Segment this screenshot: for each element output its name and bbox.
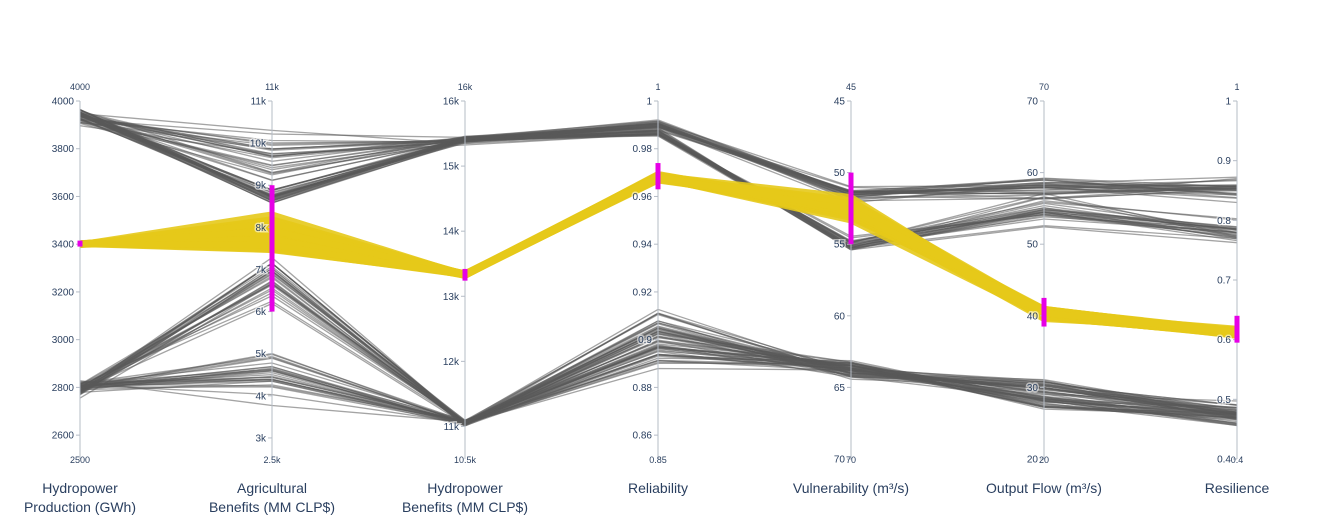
range-min-label: 0.4 [1231,455,1244,465]
axis-label: Benefits (MM CLP$) [402,499,528,515]
axis-label: Resilience [1205,480,1270,496]
range-min-label: 70 [846,455,856,465]
axis-6[interactable]: 0.4 0.5 0.6 0.7 0.8 0.9 11 0.4 Resilience [1205,82,1270,496]
tick-label: 65 [834,383,846,394]
tick-label: 0.88 [633,383,653,394]
tick-label: 0.4 [1217,455,1231,466]
range-min-label: 0.85 [649,455,667,465]
axis-label: Hydropower [427,480,503,496]
tick-label: 60 [834,311,846,322]
axis-label: Production (GWh) [24,499,136,515]
axis-label: Vulnerability (m³/s) [793,480,909,496]
tick-label: 5k [255,349,267,360]
range-max-label: 11k [265,82,279,92]
tick-label: 0.7 [1217,276,1231,287]
range-min-label: 20 [1039,455,1049,465]
tick-label: 2600 [52,431,75,442]
tick-label: 3000 [52,335,75,346]
tick-label: 7k [255,265,267,276]
constraint-range-bar[interactable] [655,163,661,190]
constraint-range-bar[interactable] [462,268,468,281]
tick-label: 3400 [52,240,75,251]
tick-label: 70 [1027,97,1039,108]
range-max-label: 1 [1234,82,1239,92]
range-min-label: 10.5k [454,455,477,465]
tick-label: 0.94 [633,240,653,251]
tick-label: 3600 [52,192,75,203]
range-max-label: 16k [458,82,473,92]
axis-label: Hydropower [42,480,118,496]
tick-label: 0.8 [1217,216,1231,227]
tick-label: 0.96 [633,192,653,203]
tick-label: 1 [1225,97,1231,108]
tick-label: 15k [443,162,460,173]
axis-label: Benefits (MM CLP$) [209,499,335,515]
tick-label: 11k [444,422,460,433]
tick-label: 11k [251,97,267,108]
tick-label: 50 [1027,240,1039,251]
axis-label: Agricultural [237,480,307,496]
axis-1[interactable]: 3k 4k 5k 6k 7k 8k 9k 10k 11k 11k 2.5k Agricultural B… [209,82,335,515]
tick-label: 0.92 [633,287,653,298]
tick-label: 60 [1027,168,1039,179]
constraint-range-bar[interactable] [1041,297,1047,327]
axis-label: Output Flow (m³/s) [986,480,1102,496]
tick-label: 12k [443,357,460,368]
tick-label: 0.5 [1217,395,1231,406]
tick-label: 70 [834,455,846,466]
tick-label: 50 [834,168,846,179]
tick-label: 3800 [52,144,75,155]
axis-2[interactable]: 11k 12k 13k 14k 15k 16k 16k 10.5k Hydropower Bene… [402,82,528,515]
tick-label: 16k [443,97,460,108]
tick-label: 45 [834,97,846,108]
range-max-label: 4000 [70,82,90,92]
tick-label: 0.6 [1217,335,1231,346]
range-min-label: 2.5k [263,455,281,465]
tick-label: 4k [255,391,267,402]
tick-label: 0.86 [633,431,653,442]
tick-label: 1 [646,97,652,108]
tick-label: 3k [255,433,267,444]
range-min-label: 2500 [70,455,90,465]
tick-label: 30 [1027,383,1039,394]
range-max-label: 1 [655,82,660,92]
tick-label: 40 [1027,311,1039,322]
tick-label: 3200 [52,287,75,298]
tick-label: 14k [443,227,460,238]
tick-label: 20 [1027,455,1039,466]
tick-label: 10k [250,139,267,150]
tick-label: 2800 [52,383,75,394]
tick-label: 55 [834,240,846,251]
tick-label: 13k [443,292,460,303]
tick-label: 6k [255,307,267,318]
range-max-label: 70 [1039,82,1049,92]
constraint-range-bar[interactable] [848,172,854,245]
constraint-range-bar[interactable] [269,185,275,312]
axis-3[interactable]: 0.86 0.88 0.9 0.92 0.94 0.96 0.98 11 0.85 Reliabi… [628,82,688,496]
constraint-range-bar[interactable] [1234,315,1240,343]
range-max-label: 45 [846,82,856,92]
tick-label: 9k [255,181,267,192]
tick-label: 8k [255,223,267,234]
tick-label: 0.98 [633,144,653,155]
tick-label: 4000 [52,97,75,108]
axes: 2600 2800 3000 3200 3400 3600 3800 4000 4000 2500… [24,82,1270,515]
tick-label: 0.9 [638,335,652,346]
axis-4[interactable]: 45 50 55 60 65 70 45 70 Vulnerability (m³/s) [793,82,909,496]
constraint-range-bar[interactable] [77,240,83,247]
axis-0[interactable]: 2600 2800 3000 3200 3400 3600 3800 4000 4000 2500… [24,82,136,515]
tick-label: 0.9 [1217,156,1231,167]
axis-label: Reliability [628,480,688,496]
